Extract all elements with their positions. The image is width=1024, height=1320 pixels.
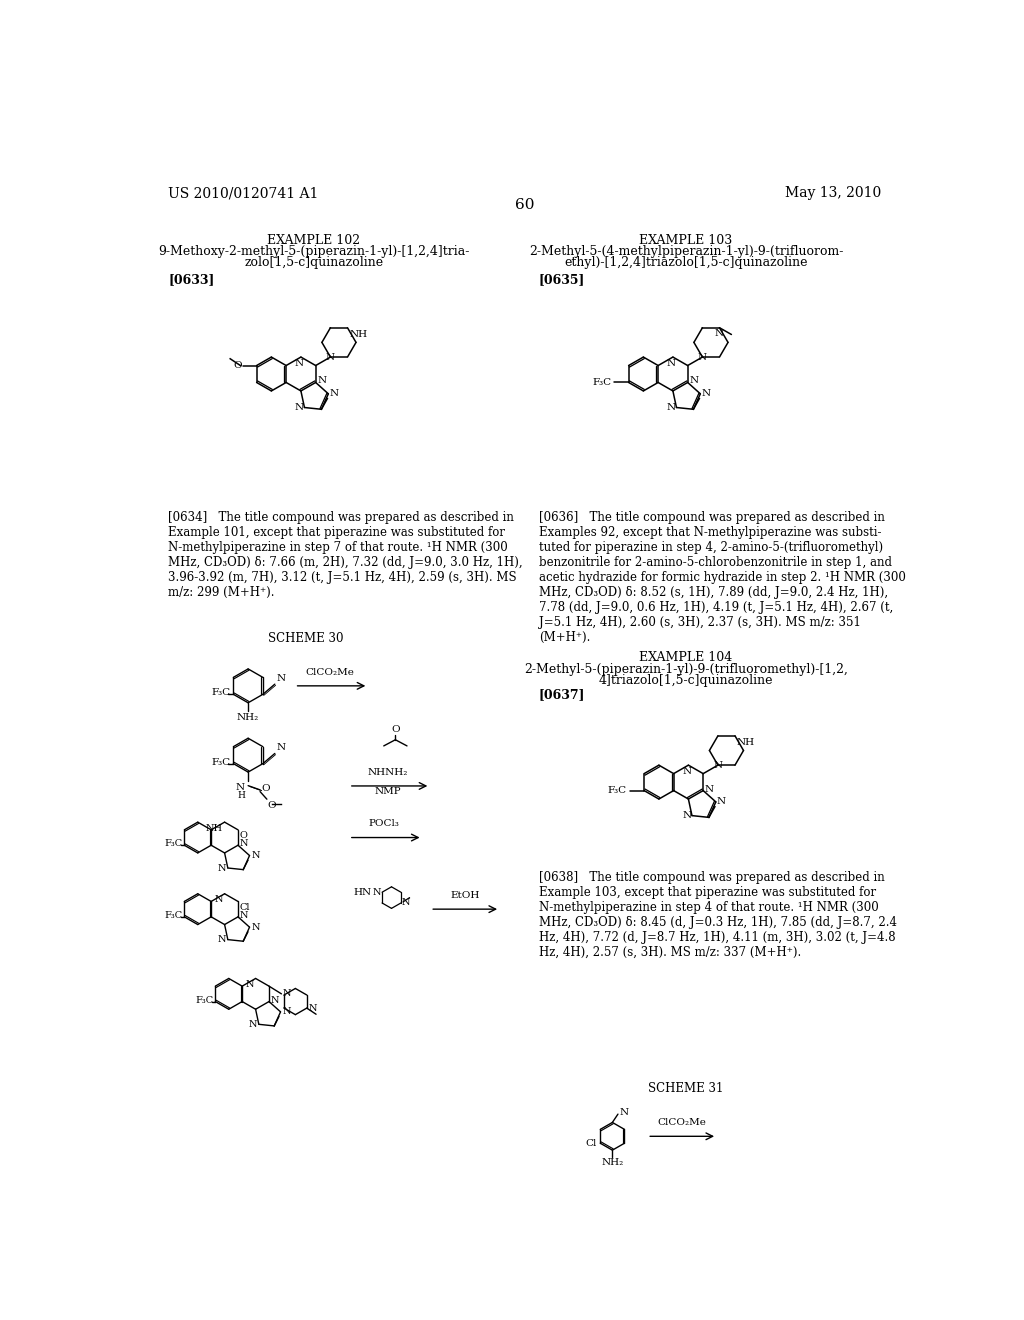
Text: N: N bbox=[251, 923, 260, 932]
Text: H: H bbox=[238, 791, 245, 800]
Text: N: N bbox=[701, 389, 711, 399]
Text: N: N bbox=[218, 863, 226, 873]
Text: May 13, 2010: May 13, 2010 bbox=[785, 186, 882, 201]
Text: N: N bbox=[308, 1003, 316, 1012]
Text: N: N bbox=[251, 851, 260, 861]
Text: SCHEME 30: SCHEME 30 bbox=[268, 632, 344, 645]
Text: N: N bbox=[283, 990, 292, 998]
Text: 60: 60 bbox=[515, 198, 535, 213]
Text: N: N bbox=[295, 403, 304, 412]
Text: Cl: Cl bbox=[240, 903, 250, 912]
Text: N: N bbox=[620, 1109, 629, 1117]
Text: O: O bbox=[267, 801, 276, 809]
Text: N: N bbox=[715, 329, 724, 338]
Text: EXAMPLE 104: EXAMPLE 104 bbox=[639, 651, 732, 664]
Text: N: N bbox=[270, 995, 280, 1005]
Text: EtOH: EtOH bbox=[451, 891, 480, 900]
Text: POCl₃: POCl₃ bbox=[369, 820, 399, 829]
Text: HN: HN bbox=[353, 888, 372, 896]
Text: N: N bbox=[682, 810, 691, 820]
Text: F₃C: F₃C bbox=[212, 758, 230, 767]
Text: 2-Methyl-5-(piperazin-1-yl)-9-(trifluoromethyl)-[1,2,: 2-Methyl-5-(piperazin-1-yl)-9-(trifluoro… bbox=[524, 663, 848, 676]
Text: N: N bbox=[276, 743, 286, 752]
Text: N: N bbox=[329, 389, 338, 399]
Text: N: N bbox=[240, 840, 248, 849]
Text: F₃C: F₃C bbox=[608, 787, 627, 795]
Text: ClCO₂Me: ClCO₂Me bbox=[305, 668, 354, 677]
Text: EXAMPLE 102: EXAMPLE 102 bbox=[267, 234, 360, 247]
Text: N: N bbox=[282, 1007, 291, 1016]
Text: N: N bbox=[698, 352, 707, 362]
Text: [0634]   The title compound was prepared as described in
Example 101, except tha: [0634] The title compound was prepared a… bbox=[168, 511, 523, 599]
Text: [0637]: [0637] bbox=[539, 688, 586, 701]
Text: F₃C: F₃C bbox=[593, 378, 611, 387]
Text: 9-Methoxy-2-methyl-5-(piperazin-1-yl)-[1,2,4]tria-: 9-Methoxy-2-methyl-5-(piperazin-1-yl)-[1… bbox=[159, 246, 470, 259]
Text: N: N bbox=[717, 797, 726, 807]
Text: N: N bbox=[705, 784, 714, 793]
Text: F₃C: F₃C bbox=[212, 688, 230, 697]
Text: N: N bbox=[236, 783, 245, 792]
Text: 4]triazolo[1,5-c]quinazoline: 4]triazolo[1,5-c]quinazoline bbox=[599, 673, 773, 686]
Text: EXAMPLE 103: EXAMPLE 103 bbox=[639, 234, 732, 247]
Text: F₃C: F₃C bbox=[165, 840, 182, 849]
Text: N: N bbox=[667, 359, 676, 367]
Text: O: O bbox=[233, 362, 242, 370]
Text: O: O bbox=[391, 726, 399, 734]
Text: NH: NH bbox=[736, 738, 755, 747]
Text: N: N bbox=[215, 895, 223, 904]
Text: 2-Methyl-5-(4-methylpiperazin-1-yl)-9-(trifluorom-: 2-Methyl-5-(4-methylpiperazin-1-yl)-9-(t… bbox=[528, 246, 843, 259]
Text: N: N bbox=[249, 1020, 257, 1028]
Text: N: N bbox=[240, 911, 248, 920]
Text: NH: NH bbox=[349, 330, 368, 339]
Text: [0633]: [0633] bbox=[168, 273, 215, 286]
Text: [0636]   The title compound was prepared as described in
Examples 92, except tha: [0636] The title compound was prepared a… bbox=[539, 511, 905, 644]
Text: N: N bbox=[682, 767, 691, 776]
Text: zolo[1,5-c]quinazoline: zolo[1,5-c]quinazoline bbox=[245, 256, 384, 269]
Text: F₃C: F₃C bbox=[196, 995, 214, 1005]
Text: NHNH₂: NHNH₂ bbox=[368, 768, 408, 776]
Text: [0635]: [0635] bbox=[539, 273, 585, 286]
Text: ClCO₂Me: ClCO₂Me bbox=[657, 1118, 707, 1127]
Text: [0638]   The title compound was prepared as described in
Example 103, except tha: [0638] The title compound was prepared a… bbox=[539, 871, 897, 958]
Text: N: N bbox=[317, 376, 327, 385]
Text: Cl: Cl bbox=[586, 1139, 597, 1147]
Text: N: N bbox=[714, 760, 723, 770]
Text: US 2010/0120741 A1: US 2010/0120741 A1 bbox=[168, 186, 318, 201]
Text: O: O bbox=[262, 784, 270, 793]
Text: SCHEME 31: SCHEME 31 bbox=[648, 1082, 724, 1096]
Text: N: N bbox=[218, 935, 226, 944]
Text: N: N bbox=[667, 403, 676, 412]
Text: N: N bbox=[373, 888, 381, 896]
Text: N: N bbox=[689, 376, 698, 385]
Text: ethyl)-[1,2,4]triazolo[1,5-c]quinazoline: ethyl)-[1,2,4]triazolo[1,5-c]quinazoline bbox=[564, 256, 808, 269]
Text: NH₂: NH₂ bbox=[237, 713, 259, 722]
Text: O: O bbox=[240, 832, 248, 841]
Text: F₃C: F₃C bbox=[165, 911, 182, 920]
Text: N: N bbox=[246, 979, 254, 989]
Text: N: N bbox=[401, 899, 411, 907]
Text: N: N bbox=[276, 673, 286, 682]
Text: N: N bbox=[295, 359, 304, 367]
Text: NMP: NMP bbox=[375, 788, 401, 796]
Text: NH₂: NH₂ bbox=[601, 1158, 624, 1167]
Text: N: N bbox=[326, 352, 335, 362]
Text: NH: NH bbox=[206, 824, 223, 833]
